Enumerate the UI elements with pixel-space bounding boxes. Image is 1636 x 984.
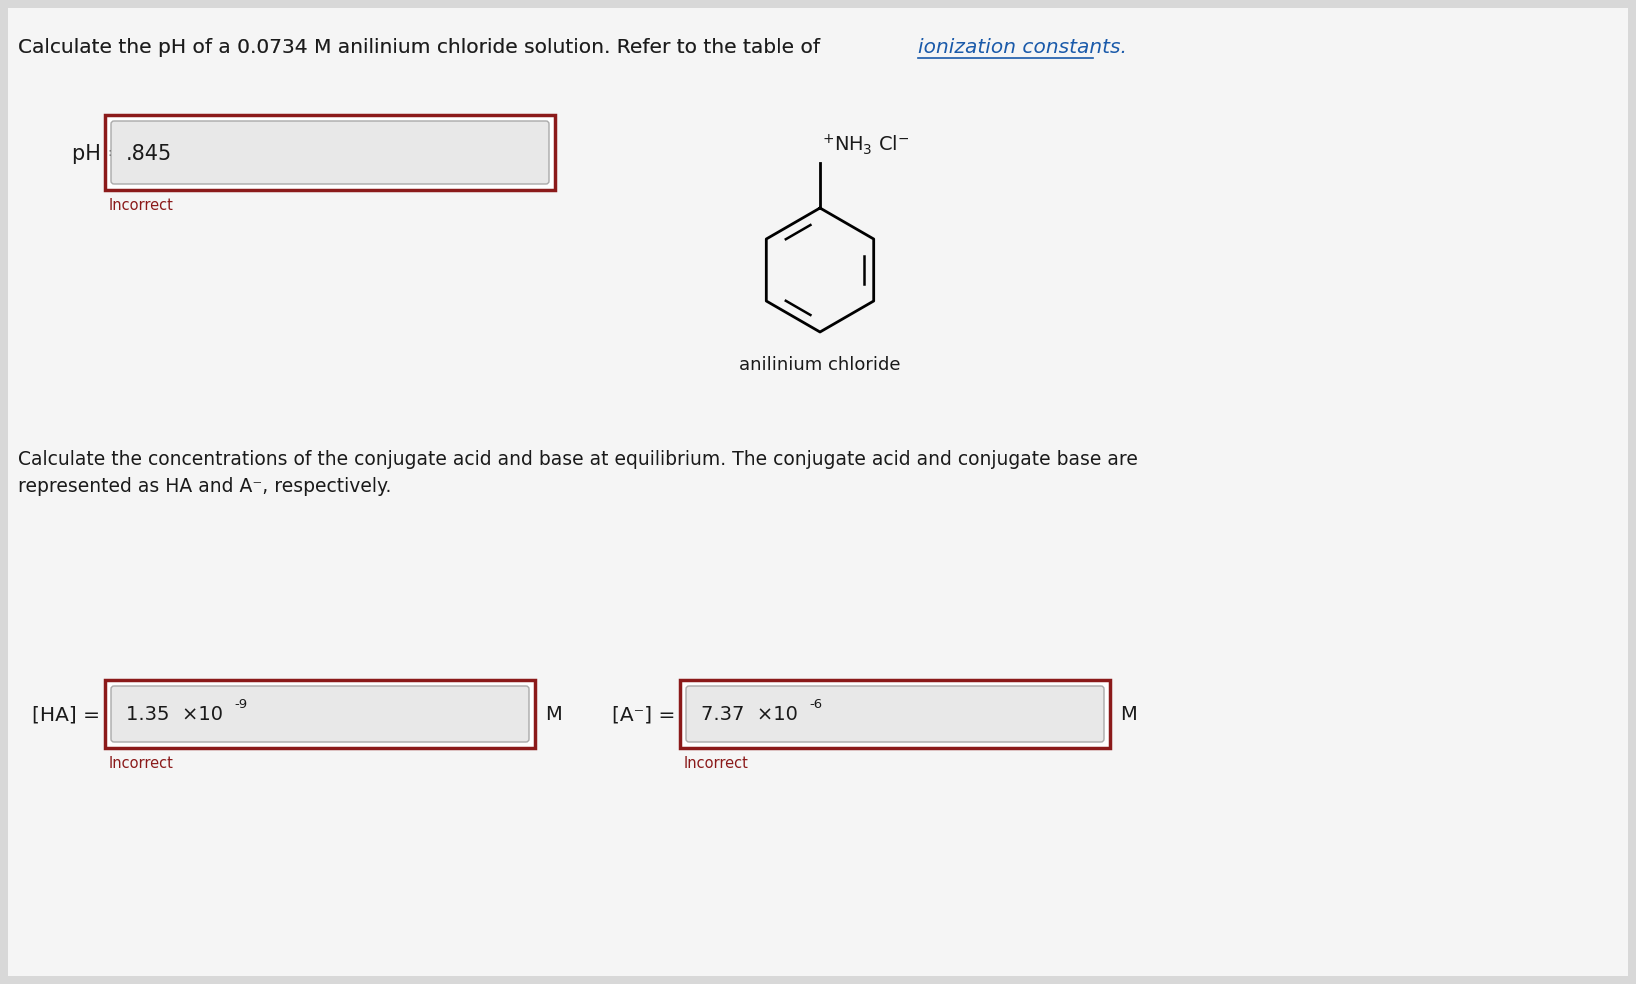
Text: Calculate the pH of a 0.0734 M anilinium chloride solution. Refer to the table o: Calculate the pH of a 0.0734 M anilinium… <box>18 38 826 57</box>
Text: represented as HA and A⁻, respectively.: represented as HA and A⁻, respectively. <box>18 477 391 496</box>
Text: Calculate the pH of a 0.0734 M anilinium chloride solution. Refer to the table o: Calculate the pH of a 0.0734 M anilinium… <box>18 38 1036 57</box>
FancyBboxPatch shape <box>685 686 1104 742</box>
Text: [HA] =: [HA] = <box>33 706 100 724</box>
Text: pH =: pH = <box>72 144 124 164</box>
Text: 1.35  ×10: 1.35 ×10 <box>126 706 222 724</box>
Text: Incorrect: Incorrect <box>684 756 749 771</box>
Text: Calculate the pH of a 0.0734 M anilinium chloride solution. Refer to the table o: Calculate the pH of a 0.0734 M anilinium… <box>18 38 826 57</box>
FancyBboxPatch shape <box>111 686 528 742</box>
Text: Incorrect: Incorrect <box>110 756 173 771</box>
Text: M: M <box>545 706 561 724</box>
Bar <box>105 115 555 190</box>
Text: 7.37  ×10: 7.37 ×10 <box>700 706 798 724</box>
Text: anilinium chloride: anilinium chloride <box>739 356 901 374</box>
Text: Calculate the concentrations of the conjugate acid and base at equilibrium. The : Calculate the concentrations of the conj… <box>18 450 1139 469</box>
Bar <box>681 680 1109 748</box>
Text: M: M <box>1121 706 1137 724</box>
Bar <box>105 680 535 748</box>
FancyBboxPatch shape <box>111 121 550 184</box>
Text: [A⁻] =: [A⁻] = <box>612 706 676 724</box>
Text: ionization constants.: ionization constants. <box>918 38 1127 57</box>
Text: Incorrect: Incorrect <box>110 198 173 213</box>
Text: -9: -9 <box>234 698 247 710</box>
Text: $\mathregular{^{+}}$NH$_3$ Cl$^{-}$: $\mathregular{^{+}}$NH$_3$ Cl$^{-}$ <box>821 133 910 157</box>
Text: -6: -6 <box>808 698 823 710</box>
Text: .845: .845 <box>126 144 172 163</box>
